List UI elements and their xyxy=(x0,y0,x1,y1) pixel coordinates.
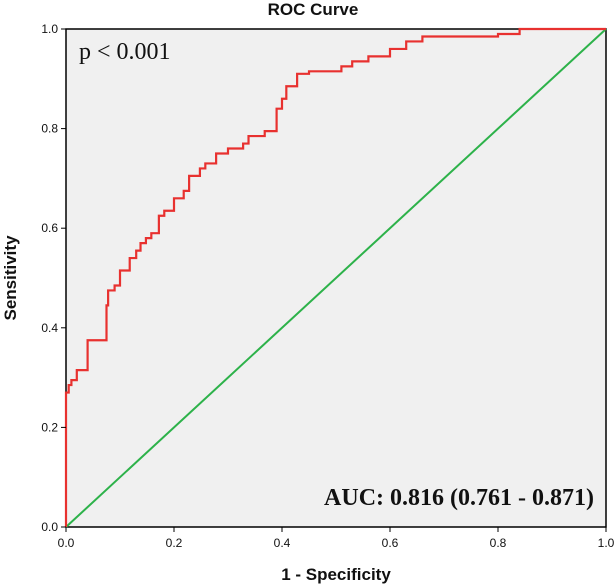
chart-title: ROC Curve xyxy=(268,0,359,19)
x-tick-label: 0.0 xyxy=(58,536,75,550)
x-tick-label: 0.8 xyxy=(490,536,507,550)
p-value-annotation: p < 0.001 xyxy=(79,39,171,65)
y-tick-label: 1.0 xyxy=(41,22,58,36)
y-tick-label: 0.6 xyxy=(41,221,58,235)
y-tick-label: 0.2 xyxy=(41,420,58,434)
x-axis-label: 1 - Specificity xyxy=(281,565,391,584)
roc-curve xyxy=(64,27,606,527)
x-axis-ticks: 0.0 0.2 0.4 0.6 0.8 1.0 xyxy=(58,527,615,550)
y-axis-label: Sensitivity xyxy=(1,235,20,321)
x-tick-label: 0.4 xyxy=(274,536,291,550)
x-tick-label: 0.6 xyxy=(382,536,399,550)
x-tick-label: 1.0 xyxy=(598,536,615,550)
y-axis-ticks: 0.0 0.2 0.4 0.6 0.8 1.0 xyxy=(41,22,66,534)
auc-annotation: AUC: 0.816 (0.761 - 0.871) xyxy=(324,485,594,511)
y-tick-label: 0.0 xyxy=(41,520,58,534)
x-tick-label: 0.2 xyxy=(166,536,183,550)
reference-line xyxy=(65,28,607,528)
y-tick-label: 0.4 xyxy=(41,321,58,335)
y-tick-label: 0.8 xyxy=(41,122,58,136)
